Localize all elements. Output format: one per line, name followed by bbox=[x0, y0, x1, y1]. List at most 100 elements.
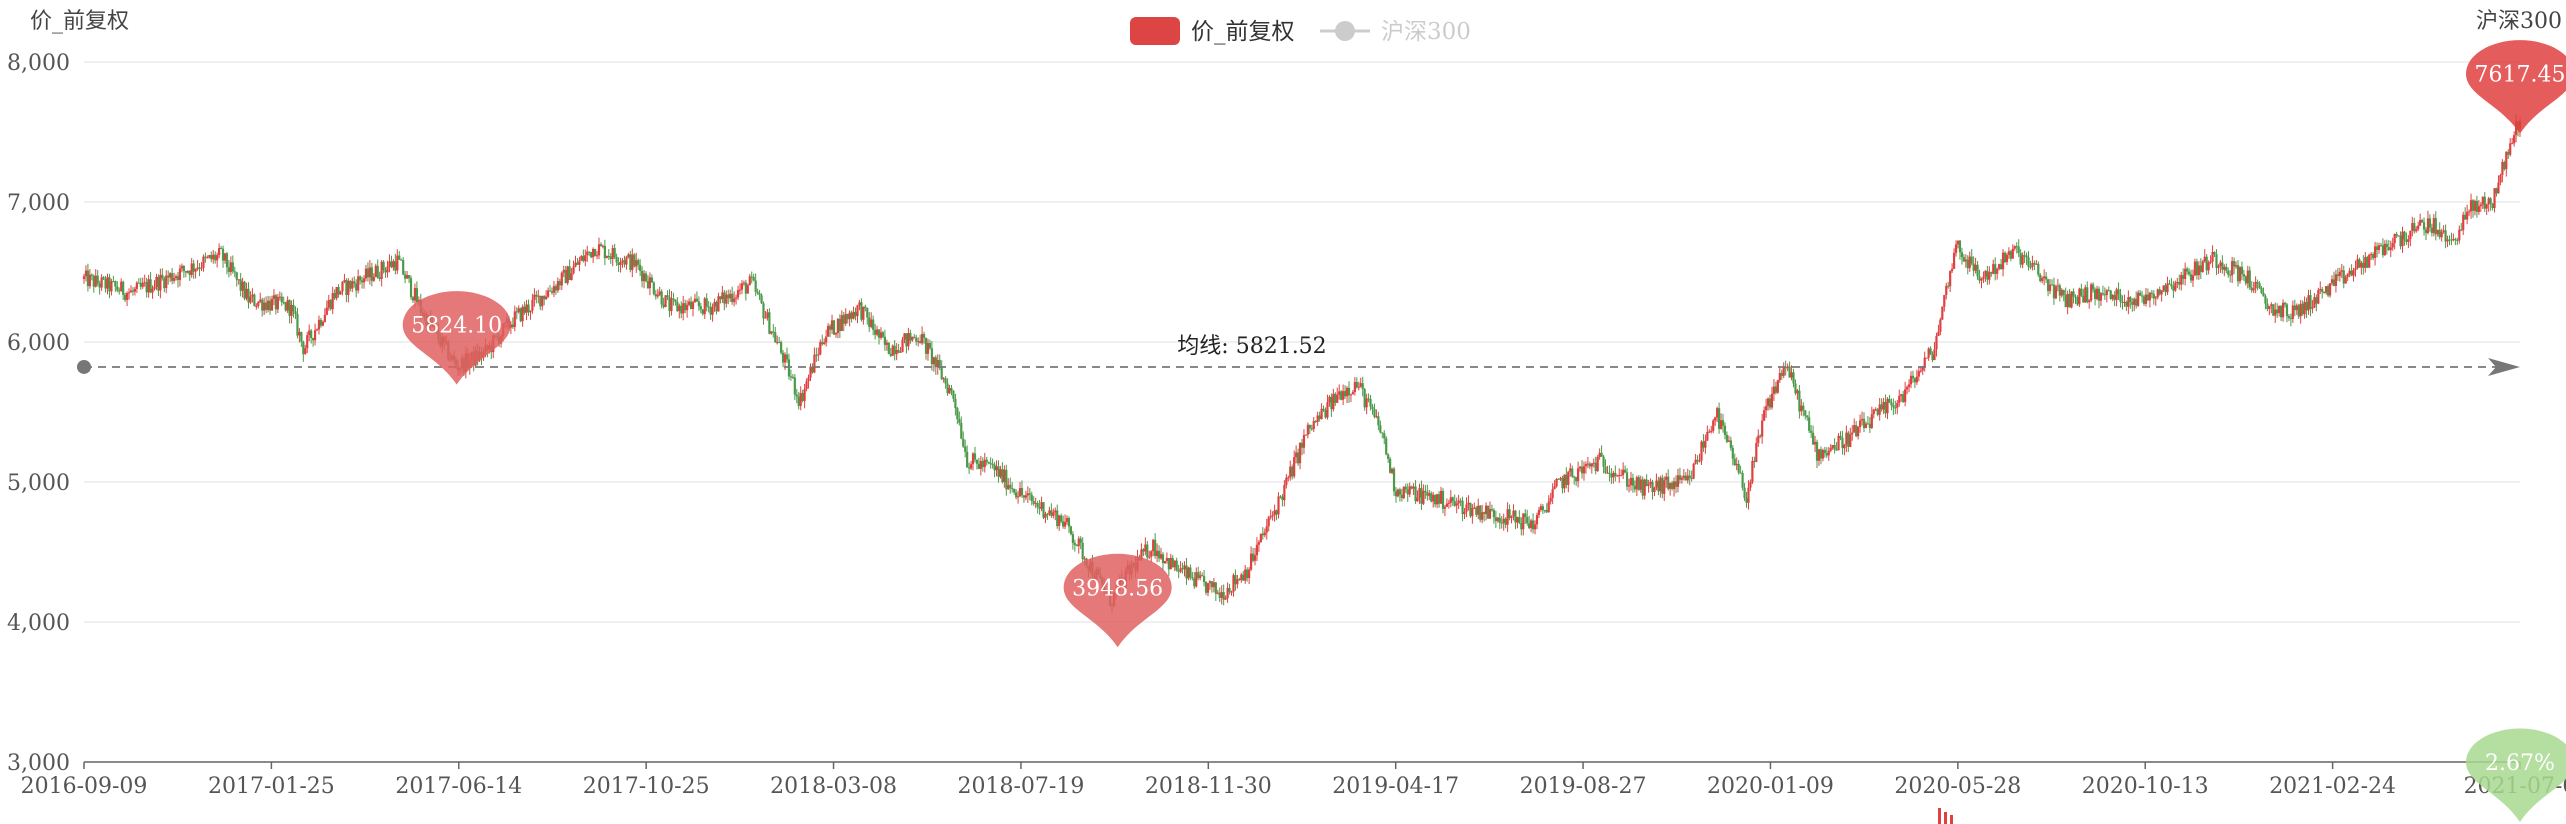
candle-body bbox=[1506, 509, 1509, 525]
candle-body bbox=[1620, 474, 1623, 476]
candle-body bbox=[1028, 493, 1031, 495]
candle-body bbox=[302, 341, 305, 355]
candle-body bbox=[1502, 518, 1505, 524]
candle-body bbox=[229, 262, 232, 272]
candle-body bbox=[803, 389, 806, 401]
candle-body bbox=[1549, 497, 1552, 502]
candle-body bbox=[327, 300, 330, 308]
legend-item-csi300[interactable]: 沪深300 bbox=[1320, 19, 1471, 45]
candle-body bbox=[807, 377, 810, 382]
candle-body bbox=[1169, 557, 1172, 570]
candle-body bbox=[178, 268, 182, 281]
candle-body bbox=[897, 349, 900, 353]
candle-body bbox=[523, 306, 526, 313]
x-tick-label: 2020-05-28 bbox=[1894, 774, 2021, 799]
x-tick-label: 2017-06-14 bbox=[395, 774, 522, 799]
candle-body bbox=[1387, 454, 1390, 459]
candle-body bbox=[2146, 294, 2150, 301]
candle-body bbox=[746, 285, 749, 294]
candle-body bbox=[776, 342, 779, 344]
candle-body bbox=[2231, 261, 2234, 276]
candle-body bbox=[2015, 246, 2018, 248]
candle-body bbox=[1755, 443, 1758, 462]
candle-body bbox=[1882, 401, 1885, 410]
candle-body bbox=[2407, 239, 2410, 242]
candle-body bbox=[825, 336, 828, 343]
candle-body bbox=[1042, 502, 1045, 518]
candle-body bbox=[1837, 435, 1840, 451]
candle-body bbox=[120, 281, 123, 292]
candle-body bbox=[2391, 243, 2394, 248]
candle-body bbox=[1009, 484, 1012, 489]
candle-body bbox=[415, 288, 418, 303]
candle-body bbox=[1248, 569, 1251, 579]
candle-body bbox=[1275, 510, 1278, 515]
candle-body bbox=[592, 248, 595, 258]
candle-body bbox=[2123, 301, 2126, 303]
candle-body bbox=[1524, 513, 1527, 518]
candle-body bbox=[392, 261, 395, 268]
candle-body bbox=[2387, 247, 2390, 251]
candle-body bbox=[2152, 293, 2155, 299]
candle-body bbox=[2172, 286, 2175, 291]
candle-body bbox=[1463, 511, 1466, 515]
candle-body bbox=[2330, 279, 2334, 284]
candle-body bbox=[1077, 538, 1080, 547]
candle-body bbox=[1635, 477, 1638, 490]
candle-body bbox=[411, 297, 415, 301]
candle-body bbox=[333, 293, 336, 299]
candle-body bbox=[519, 308, 522, 322]
candle-body bbox=[1330, 396, 1333, 410]
candle-body bbox=[1058, 515, 1061, 527]
candle-body bbox=[1663, 480, 1666, 494]
candle-body bbox=[711, 306, 714, 315]
candle-body bbox=[2156, 289, 2159, 298]
candle-body bbox=[2401, 231, 2404, 247]
candle-body bbox=[1657, 480, 1660, 492]
candle-body bbox=[1510, 516, 1513, 518]
candle-body bbox=[180, 265, 184, 269]
candle-body bbox=[1310, 428, 1313, 430]
secondary-mark-pin bbox=[2466, 728, 2566, 822]
legend-item-price[interactable]: 价_前复权 bbox=[1130, 17, 1295, 45]
candle-body bbox=[1477, 505, 1480, 515]
candle-body bbox=[2270, 304, 2273, 307]
candle-body bbox=[2054, 286, 2058, 299]
candle-body bbox=[588, 251, 591, 253]
candle-body bbox=[2215, 254, 2218, 268]
candle-body bbox=[956, 408, 959, 420]
candle-body bbox=[2366, 257, 2369, 268]
candle-body bbox=[190, 263, 193, 276]
candle-body bbox=[517, 308, 520, 312]
candle-body bbox=[210, 255, 213, 260]
candle-body bbox=[2048, 284, 2052, 292]
candle-body bbox=[378, 277, 381, 279]
candle-body bbox=[2113, 295, 2116, 300]
candle-body bbox=[964, 446, 967, 452]
candle-body bbox=[1351, 392, 1355, 395]
candle-body bbox=[1784, 367, 1787, 369]
candle-body bbox=[1594, 462, 1597, 472]
candle-body bbox=[2311, 307, 2314, 309]
candle-body bbox=[82, 276, 86, 279]
candle-body bbox=[1741, 473, 1744, 488]
y-axis-left-title: 价_前复权 bbox=[30, 9, 129, 34]
candle-body bbox=[2217, 265, 2220, 268]
candle-body bbox=[1418, 488, 1421, 498]
candle-body bbox=[985, 459, 988, 462]
candle-body bbox=[1473, 507, 1476, 509]
candle-body bbox=[1048, 510, 1051, 515]
candle-body bbox=[2338, 271, 2341, 277]
candle-body bbox=[1915, 376, 1918, 383]
candle-body bbox=[1992, 264, 1995, 274]
candle-body bbox=[1402, 486, 1405, 499]
candle-body bbox=[2140, 295, 2144, 297]
candle-body bbox=[2209, 261, 2212, 263]
candle-body bbox=[370, 267, 373, 281]
candle-body bbox=[1933, 349, 1936, 361]
candle-body bbox=[337, 287, 340, 295]
candle-body bbox=[372, 276, 375, 281]
candle-body bbox=[2170, 284, 2173, 287]
candle-body bbox=[2186, 268, 2189, 272]
candle-body bbox=[1328, 396, 1331, 403]
